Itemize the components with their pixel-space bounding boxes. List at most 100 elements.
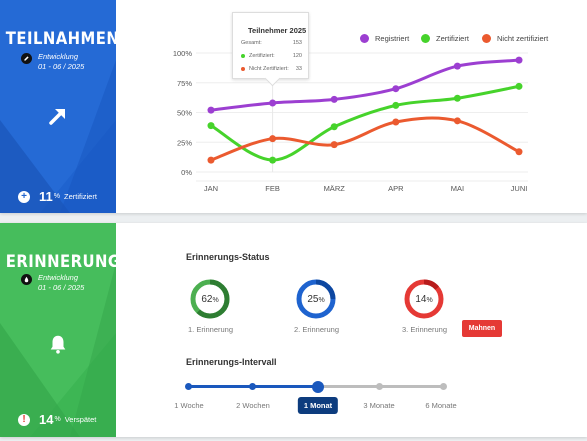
donut-ring (404, 279, 444, 319)
reminders-stat-unit: % (54, 416, 61, 423)
drop-icon (21, 274, 32, 285)
reminders-subtitle: Entwicklung 01 - 06 / 2025 (21, 273, 84, 293)
reminder-interval-title: Erinnerungs-Intervall (186, 357, 277, 367)
data-point (330, 95, 338, 103)
y-tick-label: 100% (173, 49, 193, 58)
data-point (392, 118, 400, 126)
interval-label-3-months[interactable]: 3 Monate (363, 401, 395, 410)
legend-label: Nicht zertifiziert (497, 34, 549, 43)
x-tick-label: FEB (265, 184, 280, 193)
participation-subtitle-line2: 01 - 06 / 2025 (38, 62, 85, 71)
participation-stat-label: Zertifiziert (63, 192, 97, 201)
tooltip-row-not-certified: Nicht Zertifiziert: 33 (241, 66, 302, 72)
interval-label-1-month[interactable]: 1 Monat (297, 397, 339, 414)
reminders-stat-value: 14 (39, 412, 54, 427)
tooltip-row-label: Gesamt: (241, 40, 262, 46)
tooltip-row-total: Gesamt: 153 (241, 40, 302, 46)
slider-step-3-months[interactable] (376, 383, 383, 390)
data-point (392, 85, 400, 93)
tooltip-dot (241, 54, 245, 58)
donut-label-reminder-1: 1. Erinnerung (188, 325, 234, 334)
x-tick-label: JUNI (511, 184, 528, 193)
data-point (269, 156, 277, 164)
plus-circle-icon: + (18, 190, 30, 203)
donut-value: 25% (307, 293, 325, 305)
tooltip-row-label: Zertifiziert: (249, 53, 275, 59)
exclamation-circle-icon: ! (18, 413, 30, 426)
data-point (453, 94, 461, 102)
legend-item-certified[interactable]: Zertifiziert (421, 34, 469, 43)
reminders-stat: ! 14 % Verspätet (18, 412, 96, 427)
legend-dot (360, 34, 369, 43)
participation-card: TEILNAHMEN Entwicklung 01 - 06 / 2025 + … (0, 0, 587, 213)
donut-label-reminder-3: 3. Erinnerung (402, 325, 448, 334)
participation-stat-value: 11 (39, 189, 53, 204)
data-point (330, 141, 338, 149)
bell-icon (50, 335, 66, 354)
slider-step-2-weeks[interactable] (249, 383, 256, 390)
donut-ring (296, 279, 336, 319)
data-point (515, 148, 523, 156)
legend-item-registered[interactable]: Registriert (360, 34, 409, 43)
remind-button[interactable]: Mahnen (462, 320, 502, 337)
tooltip-title: Teilnehmer 2025 (248, 26, 307, 35)
data-point (207, 156, 215, 164)
tooltip-dot (241, 67, 245, 71)
legend-label: Registriert (375, 34, 410, 43)
series-line-0 (209, 58, 521, 112)
donut-label-reminder-2: 2. Erinnerung (294, 325, 340, 334)
data-point (269, 99, 277, 107)
data-point (330, 123, 338, 131)
legend-dot (421, 34, 430, 43)
donut-value: 62% (201, 293, 219, 305)
data-point (207, 106, 215, 114)
x-tick-label: APR (388, 184, 404, 193)
donut-reminder-3[interactable]: 14% (404, 279, 444, 319)
interval-label-2-weeks[interactable]: 2 Wochen (236, 401, 270, 410)
y-tick-label: 50% (177, 109, 192, 118)
reminders-title: ERINNERUNGEN (5, 252, 116, 271)
donut-reminder-1[interactable]: 62% (190, 279, 230, 319)
y-tick-label: 25% (177, 138, 192, 147)
arrow-up-right-icon (49, 109, 65, 125)
tooltip-row-value: 120 (292, 53, 302, 59)
x-tick-label: JAN (204, 184, 218, 193)
tooltip-row-value: 33 (295, 66, 302, 72)
participation-line-chart: 0% 25% 50% 75% 100% JAN FEB MÄRZ APR MAI JUNI (173, 49, 528, 193)
data-point (515, 82, 523, 90)
tooltip-row-certified: Zertifiziert: 120 (241, 53, 302, 59)
reminders-sidebar: ERINNERUNGEN Entwicklung 01 - 06 / 2025 … (0, 223, 116, 437)
donut-ring (190, 279, 230, 319)
legend-dot (482, 34, 491, 43)
reminder-status-title: Erinnerungs-Status (186, 252, 270, 262)
data-point (207, 122, 215, 130)
reminders-subtitle-line1: Entwicklung (38, 273, 79, 282)
chart-tooltip: Teilnehmer 2025 Gesamt: 153 Zertifiziert… (232, 12, 309, 79)
x-tick-label: MAI (451, 184, 464, 193)
slider-step-6-months[interactable] (440, 383, 447, 390)
slider-step-1-week[interactable] (185, 383, 192, 390)
interval-label-1-week[interactable]: 1 Woche (174, 401, 204, 410)
y-tick-label: 75% (177, 79, 192, 88)
legend-item-not-certified[interactable]: Nicht zertifiziert (482, 34, 548, 43)
participation-stat-unit: % (53, 193, 60, 200)
legend-label: Zertifiziert (436, 34, 469, 43)
participation-subtitle-line1: Entwicklung (38, 52, 79, 61)
participation-title: TEILNAHMEN (5, 29, 116, 48)
participation-stat: + 11 % Zertifiziert (18, 189, 97, 204)
donut-value: 14% (415, 293, 433, 305)
reminders-stat-label: Verspätet (64, 415, 97, 424)
series-line-2 (209, 116, 521, 162)
participation-sidebar: TEILNAHMEN Entwicklung 01 - 06 / 2025 + … (0, 0, 116, 213)
data-point (269, 135, 277, 143)
tooltip-row-value: 153 (292, 40, 302, 46)
interval-label-6-months[interactable]: 6 Monate (425, 401, 457, 410)
slider-thumb[interactable] (312, 381, 324, 393)
donut-reminder-2[interactable]: 25% (296, 279, 336, 319)
y-tick-label: 0% (181, 168, 192, 177)
pencil-icon (21, 53, 32, 64)
reminders-subtitle-line2: 01 - 06 / 2025 (38, 283, 85, 292)
data-point (453, 62, 461, 70)
series-line-1 (209, 84, 521, 162)
participation-subtitle: Entwicklung 01 - 06 / 2025 (21, 52, 84, 72)
